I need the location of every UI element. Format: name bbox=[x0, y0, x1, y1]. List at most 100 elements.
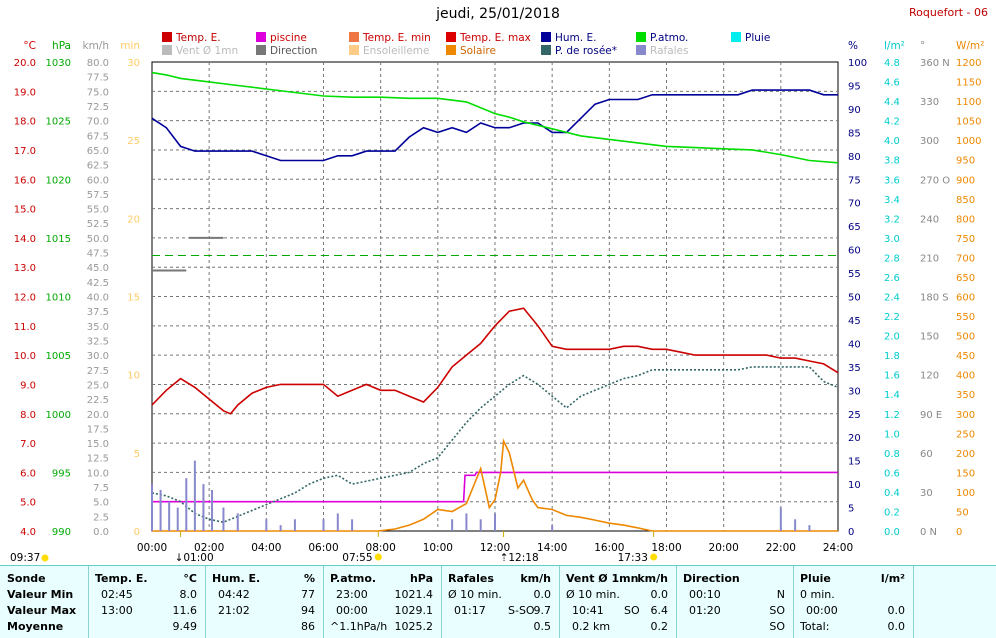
wind-axis-tick-label: 37.5 bbox=[87, 307, 109, 318]
time-tick-label: 04:00 bbox=[251, 542, 281, 554]
temp-axis-tick-label: 8.0 bbox=[20, 410, 36, 421]
wind-axis-tick-label: 70.0 bbox=[87, 117, 109, 128]
press-axis-tick-label: 1025 bbox=[46, 117, 71, 128]
wind-axis-tick-label: 30.0 bbox=[87, 351, 109, 362]
rain-axis-tick-label: 0.2 bbox=[884, 507, 900, 518]
temp-axis-tick-label: 15.0 bbox=[14, 205, 36, 216]
time-tick-label: 14:00 bbox=[537, 542, 567, 554]
rain-axis-tick-label: 4.4 bbox=[884, 97, 900, 108]
solar-axis-tick-label: 750 bbox=[956, 234, 975, 245]
solar-axis-tick-label: 1150 bbox=[956, 78, 981, 89]
hum-axis-tick-label: 10 bbox=[848, 480, 861, 491]
wind-axis-tick-label: 52.5 bbox=[87, 219, 109, 230]
dir-axis-tick-label: 270 O bbox=[920, 175, 950, 186]
legend-label: piscine bbox=[270, 32, 307, 44]
temp-axis-unit-label: °C bbox=[23, 40, 36, 52]
wind-axis-tick-label: 22.5 bbox=[87, 395, 109, 406]
time-tick-label: 02:00 bbox=[194, 542, 224, 554]
dir-header: Direction bbox=[683, 572, 740, 585]
hum-axis-tick-label: 90 bbox=[848, 105, 861, 116]
solar-axis-tick-label: 500 bbox=[956, 332, 975, 343]
press-trend: ^1.1hPa/h bbox=[330, 620, 388, 633]
gust-max-time: 01:17 bbox=[454, 604, 486, 617]
gust-avg: 0.5 bbox=[533, 620, 552, 633]
temp-avg: 9.49 bbox=[172, 620, 198, 633]
wind-axis-tick-label: 75.0 bbox=[87, 87, 109, 98]
moonrise-label: ↓01:00 bbox=[175, 552, 214, 564]
wind-axis-tick-label: 80.0 bbox=[87, 58, 109, 69]
wind-max-dir: SO bbox=[624, 604, 640, 617]
rain-axis-tick-label: 4.0 bbox=[884, 136, 900, 147]
rain-axis-tick-label: 4.8 bbox=[884, 58, 900, 69]
rain-axis-tick-label: 3.2 bbox=[884, 214, 900, 225]
wind-axis-tick-label: 25.0 bbox=[87, 380, 109, 391]
press-axis-tick-label: 1000 bbox=[46, 410, 71, 421]
gust-unit: km/h bbox=[520, 572, 551, 585]
wind-axis-unit-label: km/h bbox=[82, 40, 109, 52]
temp-axis-tick-label: 19.0 bbox=[14, 87, 36, 98]
dir-axis-tick-label: 180 S bbox=[920, 293, 949, 304]
sunrise-label: 07:55 bbox=[342, 552, 372, 564]
chart-title: jeudi, 25/01/2018 bbox=[436, 6, 560, 22]
hum-axis-tick-label: 45 bbox=[848, 316, 861, 327]
wind-axis-tick-label: 35.0 bbox=[87, 322, 109, 333]
gust-r1: 0.0 bbox=[533, 588, 552, 601]
temp-min: 8.0 bbox=[179, 588, 198, 601]
row-label-avg: Moyenne bbox=[7, 620, 64, 633]
solar-axis-tick-label: 850 bbox=[956, 195, 975, 206]
dir-axis-tick-label: 0 N bbox=[920, 527, 937, 538]
summary-panel: Sonde Valeur Min Valeur Max Moyenne Temp… bbox=[0, 565, 996, 638]
legend-label: Pluie bbox=[745, 32, 771, 44]
hum-unit: % bbox=[303, 572, 315, 585]
rain-column: Pluie l/m² 0 min. 00:00 0.0 Total: 0.0 bbox=[794, 566, 914, 638]
press-unit: hPa bbox=[409, 572, 433, 585]
dir-r1: N bbox=[776, 588, 785, 601]
hum-axis-tick-label: 75 bbox=[848, 175, 861, 186]
dir-r1-time: 00:10 bbox=[689, 588, 721, 601]
press-column: P.atmo. hPa 23:00 1021.4 00:00 1029.1 ^1… bbox=[324, 566, 442, 638]
rain-axis-tick-label: 1.2 bbox=[884, 410, 900, 421]
legend-item: piscine bbox=[256, 32, 307, 44]
legend-item: Rafales bbox=[636, 45, 688, 57]
rain-unit: l/m² bbox=[880, 572, 905, 585]
min-axis-tick-label: 0 bbox=[134, 527, 140, 538]
rain-axis-tick-label: 1.6 bbox=[884, 371, 900, 382]
gust-r1-label: Ø 10 min. bbox=[448, 588, 502, 601]
dir-column: Direction 00:10 N 01:20 SO SO bbox=[677, 566, 794, 638]
press-axis-unit-label: hPa bbox=[52, 40, 71, 52]
press-axis-tick-label: 995 bbox=[52, 468, 71, 479]
solar-axis-tick-label: 600 bbox=[956, 293, 975, 304]
legend-item: Temp. E. max bbox=[446, 32, 531, 44]
series-temp-e- bbox=[151, 307, 839, 415]
legend-swatch bbox=[541, 32, 551, 42]
dir-axis-unit-label: ° bbox=[920, 40, 925, 52]
hum-avg: 86 bbox=[301, 620, 315, 633]
rain-axis-tick-label: 2.4 bbox=[884, 293, 900, 304]
wind-axis-tick-label: 57.5 bbox=[87, 190, 109, 201]
rain-total: 0.0 bbox=[887, 620, 906, 633]
rain-axis-unit-label: l/m² bbox=[884, 40, 905, 52]
wind-axis-tick-label: 50.0 bbox=[87, 234, 109, 245]
dir-r2-time: 01:20 bbox=[689, 604, 721, 617]
sun-icon bbox=[41, 554, 49, 562]
min-axis-unit-label: min bbox=[120, 40, 140, 52]
legend-swatch bbox=[541, 45, 551, 55]
hum-axis-tick-label: 60 bbox=[848, 246, 861, 257]
press-axis-tick-label: 1015 bbox=[46, 234, 71, 245]
rain-axis-tick-label: 3.0 bbox=[884, 234, 900, 245]
press-header: P.atmo. bbox=[330, 572, 377, 585]
temp-axis-tick-label: 18.0 bbox=[14, 117, 36, 128]
rain-r2: 0.0 bbox=[887, 604, 906, 617]
dir-axis-tick-label: 210 bbox=[920, 253, 939, 264]
wind-axis-tick-label: 42.5 bbox=[87, 278, 109, 289]
solar-axis-tick-label: 1100 bbox=[956, 97, 981, 108]
wind-avg: 0.2 bbox=[650, 620, 669, 633]
wind-axis-tick-label: 77.5 bbox=[87, 73, 109, 84]
solar-axis-tick-label: 300 bbox=[956, 410, 975, 421]
solar-axis-tick-label: 700 bbox=[956, 253, 975, 264]
hum-axis-tick-label: 50 bbox=[848, 293, 861, 304]
wind-axis-tick-label: 10.0 bbox=[87, 468, 109, 479]
weather-chart: 00:00 02:00 04:00 06:00 08:00 10:00 12:00 14:00… bbox=[10, 40, 984, 564]
hum-column: Hum. E. % 04:42 77 21:02 94 86 bbox=[206, 566, 324, 638]
wind-r1-label: Ø 10 min. bbox=[566, 588, 620, 601]
